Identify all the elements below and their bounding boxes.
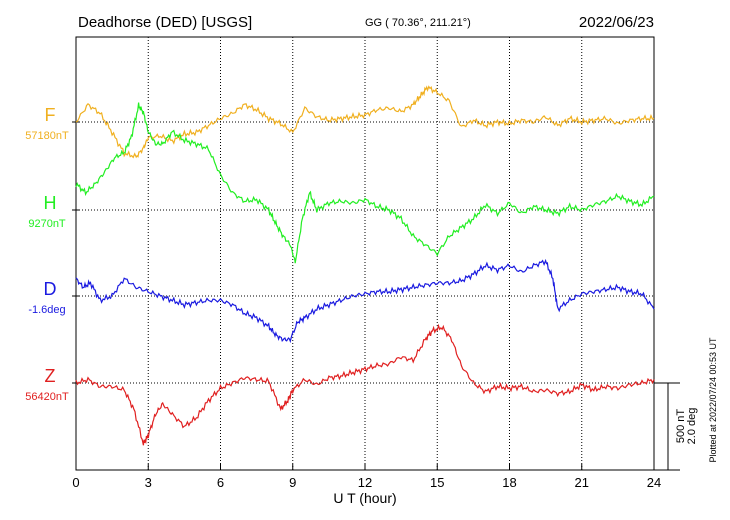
series-name-f: F (45, 105, 56, 125)
scale-deg-label: 2.0 deg (686, 408, 698, 445)
x-tick-label: 18 (502, 475, 516, 490)
x-tick-label: 15 (430, 475, 444, 490)
x-tick-label: 0 (72, 475, 79, 490)
x-axis-ticks: 0 3 6 9 12 15 18 21 24 (72, 464, 661, 490)
scale-nt-label: 500 nT (675, 409, 687, 444)
series-name-h: H (44, 193, 57, 213)
series-baseline-label-h: 9270nT (28, 218, 66, 230)
x-tick-label: 9 (289, 475, 296, 490)
x-tick-label: 12 (358, 475, 372, 490)
series-name-z: Z (45, 366, 56, 386)
x-tick-label: 24 (647, 475, 661, 490)
series-name-d: D (44, 279, 57, 299)
series-baseline-label-f: 57180nT (25, 130, 69, 142)
date-label: 2022/06/23 (579, 14, 654, 31)
series-baseline-label-z: 56420nT (25, 391, 69, 403)
x-axis-label: U T (hour) (333, 490, 396, 506)
series-line-h (75, 102, 655, 264)
grid-lines (147, 37, 583, 470)
series-labels: F 57180nT H 9270nT D -1.6deg Z 56420nT (25, 105, 69, 403)
series-line-z (75, 323, 655, 446)
station-title: Deadhorse (DED) [USGS] (78, 14, 252, 31)
x-tick-label: 6 (217, 475, 224, 490)
x-tick-label: 3 (145, 475, 152, 490)
series-lines (75, 85, 655, 446)
plotted-timestamp: Plotted at 2022/07/24 00:53 UT (708, 337, 718, 463)
series-line-f (75, 85, 655, 159)
scale-bar: 500 nT 2.0 deg (654, 382, 698, 471)
series-baselines (72, 121, 654, 384)
series-line-d (75, 258, 655, 344)
series-baseline-label-d: -1.6deg (28, 304, 65, 316)
coordinates-label: GG ( 70.36°, 211.21°) (365, 17, 471, 29)
x-tick-label: 21 (575, 475, 589, 490)
